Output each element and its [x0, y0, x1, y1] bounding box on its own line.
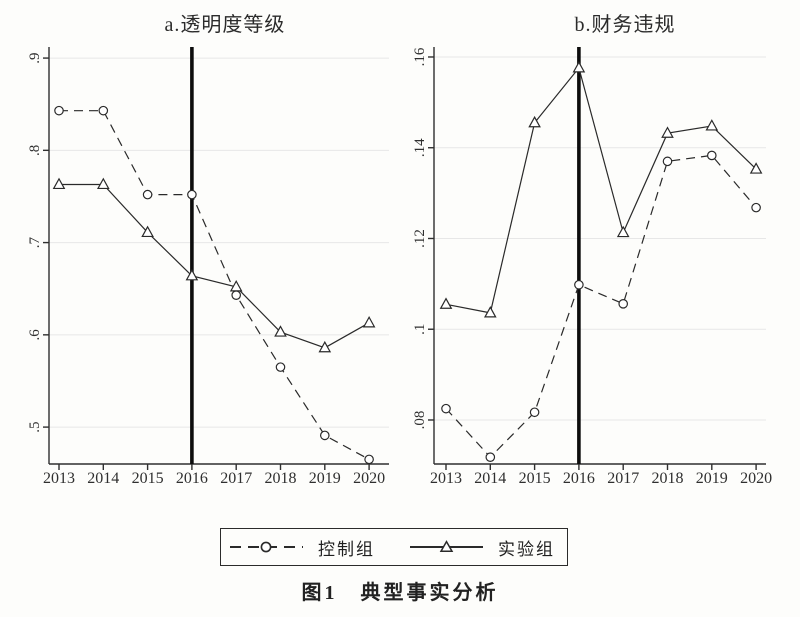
svg-text:.9: .9: [27, 52, 43, 63]
triangle-marker-icon: [705, 119, 719, 131]
treatment-group-markers: [52, 177, 376, 353]
svg-text:2019: 2019: [696, 470, 728, 487]
circle-marker-icon: [441, 403, 451, 414]
triangle-marker-icon: [528, 115, 541, 128]
triangle-marker-icon: [229, 280, 243, 292]
svg-text:2017: 2017: [220, 470, 252, 487]
treatment-solid-line-sample: [410, 540, 483, 552]
legend-item-treatment: 实验组: [408, 535, 555, 560]
panel-a-title: a.透明度等级: [164, 14, 286, 36]
triangle-marker-icon: [439, 540, 454, 552]
y-axis-tick-labels: .08 .1 .12 .14 .16: [412, 47, 428, 429]
svg-text:2019: 2019: [309, 470, 341, 487]
legend-label-treatment: 实验组: [498, 539, 555, 559]
panel-b-title: b.财务违规: [574, 14, 676, 36]
svg-text:2017: 2017: [607, 470, 639, 487]
circle-marker-icon: [364, 454, 374, 465]
axes: [43, 47, 389, 470]
svg-text:2018: 2018: [265, 470, 297, 487]
svg-text:.7: .7: [27, 236, 43, 248]
svg-text:2015: 2015: [519, 470, 551, 487]
circle-marker-icon: [187, 189, 197, 200]
control-dashed-line-sample: [230, 541, 303, 553]
triangle-marker-icon: [483, 306, 497, 318]
circle-marker-icon: [260, 541, 272, 553]
triangle-marker-icon: [362, 316, 376, 328]
circle-marker-icon: [574, 279, 584, 290]
control-group-markers: [441, 150, 761, 462]
triangle-marker-icon: [96, 177, 110, 190]
control-group-line: [59, 110, 370, 460]
treatment-group-line: [59, 183, 370, 349]
circle-marker-icon: [706, 150, 717, 161]
triangle-marker-icon: [185, 268, 199, 281]
svg-text:.08: .08: [412, 411, 428, 430]
svg-text:.12: .12: [412, 229, 428, 248]
circle-marker-icon: [275, 362, 286, 372]
triangle-marker-icon: [616, 225, 630, 238]
figure-caption: 图1 典型事实分析: [301, 582, 499, 604]
svg-text:2018: 2018: [652, 470, 684, 487]
y-axis-tick-labels: .5 .6 .7 .8 .9: [27, 52, 43, 432]
svg-text:2016: 2016: [563, 470, 595, 487]
triangle-marker-icon: [318, 340, 332, 353]
svg-text:.16: .16: [412, 47, 428, 66]
triangle-marker-icon: [274, 325, 287, 337]
svg-text:2015: 2015: [132, 470, 164, 487]
legend-label-control: 控制组: [318, 539, 375, 559]
triangle-marker-icon: [572, 61, 586, 73]
axes: [428, 47, 766, 470]
svg-text:2020: 2020: [740, 470, 772, 487]
svg-text:.5: .5: [27, 421, 43, 432]
gridlines: [434, 56, 766, 421]
circle-marker-icon: [662, 156, 673, 167]
circle-marker-icon: [54, 105, 64, 116]
treatment-group-line: [445, 66, 757, 314]
svg-text:2020: 2020: [353, 470, 385, 487]
triangle-marker-icon: [661, 126, 674, 138]
svg-text:.6: .6: [27, 329, 43, 341]
control-group-markers: [54, 105, 374, 465]
circle-marker-icon: [529, 407, 540, 418]
circle-marker-icon: [485, 452, 496, 462]
circle-marker-icon: [319, 430, 330, 441]
treatment-group-markers: [439, 61, 763, 318]
circle-marker-icon: [98, 105, 109, 116]
circle-marker-icon: [231, 290, 241, 300]
svg-text:.8: .8: [27, 145, 43, 156]
circle-marker-icon: [751, 202, 761, 213]
x-axis-tick-labels: 2013 2014 2015 2016 2017 2018 2019 2020: [430, 470, 772, 487]
svg-text:2014: 2014: [474, 470, 506, 487]
triangle-marker-icon: [749, 162, 763, 174]
circle-marker-icon: [618, 299, 628, 309]
triangle-marker-icon: [439, 297, 453, 309]
legend: 控制组 实验组: [220, 528, 568, 566]
panel-a-transparency: a.透明度等级 .5.6.7.8.9 2013 2014 2015 2016 2017 20…: [0, 0, 400, 505]
svg-text:2014: 2014: [87, 470, 119, 487]
control-group-line: [445, 154, 757, 459]
svg-text:2013: 2013: [43, 470, 75, 487]
svg-text:.14: .14: [412, 138, 428, 157]
panel-b-violations: b.财务违规 .08.1.12.14.16 2013 2014 2015 2016 201…: [400, 0, 800, 505]
x-axis-tick-labels: 2013 2014 2015 2016 2017 2018 2019 2020: [43, 470, 385, 487]
circle-marker-icon: [142, 189, 153, 200]
svg-text:2013: 2013: [430, 470, 462, 487]
svg-text:2016: 2016: [176, 470, 208, 487]
svg-text:.1: .1: [412, 324, 428, 335]
gridlines: [49, 57, 389, 428]
triangle-marker-icon: [52, 177, 66, 190]
legend-item-control: 控制组: [228, 535, 375, 560]
triangle-marker-icon: [141, 225, 154, 238]
